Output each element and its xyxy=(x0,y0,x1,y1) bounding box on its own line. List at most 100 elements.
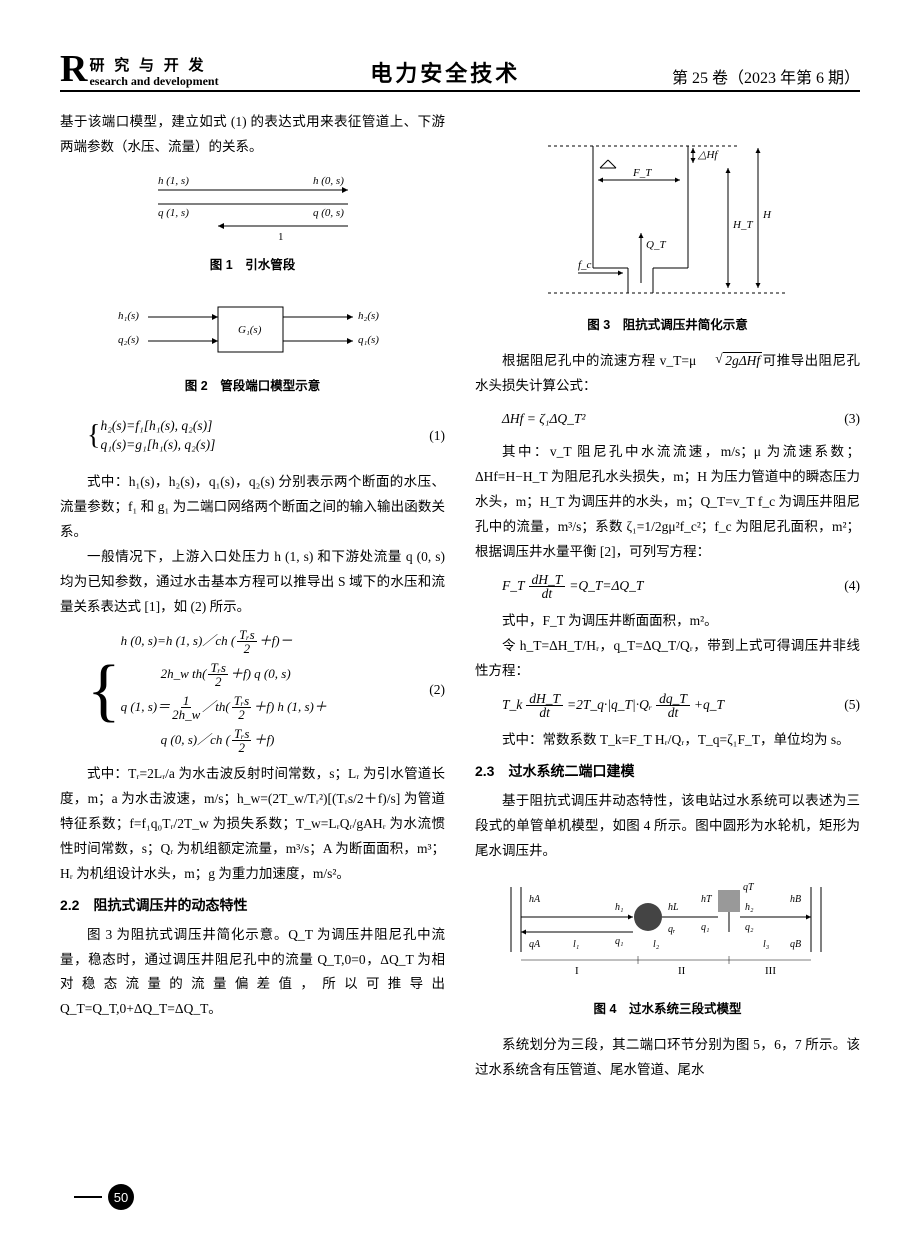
eq1-num: (1) xyxy=(429,424,445,449)
eq3-num: (3) xyxy=(844,407,860,432)
fig3-ht: H_T xyxy=(732,219,753,231)
para-l3: 一般情况下，上游入口处压力 h (1, s) 和下游处流量 q (0, s) 均… xyxy=(60,545,445,620)
sqrt-in: 2gΔHf xyxy=(723,352,762,368)
figure-4: hA qA h₁ q₁ hL qᵣ hT q₁ qT h₂ q₂ hB qB l… xyxy=(493,872,843,992)
eq5-f2d: dt xyxy=(668,706,679,720)
f4-q1b: q₁ xyxy=(701,922,709,933)
eq4-fn: dH_T xyxy=(529,573,566,588)
eq2-fd: 2 xyxy=(244,642,251,655)
f4-hL: hL xyxy=(668,902,679,913)
section-2-2: 2.2 阻抗式调压井的动态特性 xyxy=(60,893,445,919)
eq2-l3b: ／th( xyxy=(202,695,229,719)
header-big-r: R xyxy=(60,50,87,88)
eq5-f1d: dt xyxy=(539,706,550,720)
eq1-a: h₂(s)=f₁[h₁(s), q₂(s)] xyxy=(100,417,215,436)
p1a: 根据阻尼孔中的流速方程 v_T=μ xyxy=(502,353,696,368)
f4-q1: q₁ xyxy=(615,936,623,947)
fig2-caption: 图 2 管段端口模型示意 xyxy=(60,375,445,398)
f4-h2: h₂ xyxy=(745,902,754,913)
fig1-caption: 图 1 引水管段 xyxy=(60,254,445,277)
eq2-l3c: ＋f) h (1, s)＋ xyxy=(253,695,327,719)
eq2-fn4: Tᵣs xyxy=(232,694,252,708)
content-columns: 基于该端口模型，建立如式 (1) 的表达式用来表征管道上、下游两端参数（水压、流… xyxy=(60,110,860,1083)
eq5-num: (5) xyxy=(844,693,860,718)
fig1-tr: h (0, s) xyxy=(313,175,344,187)
fig1-mid: 1 xyxy=(278,231,284,243)
equation-1: { h₂(s)=f₁[h₁(s), q₂(s)] q₁(s)=g₁[h₁(s),… xyxy=(60,410,445,462)
eq2-l2b: ＋f) q (0, s) xyxy=(230,662,291,686)
eq2-num: (2) xyxy=(429,678,445,703)
f4-qT: qT xyxy=(743,882,755,893)
para-l5: 图 3 为阻抗式调压井简化示意。Q_T 为调压井阻尼孔中流量，稳态时，通过调压井… xyxy=(60,923,445,1023)
figure-2: G₁(s) h₁(s) q₂(s) h₂(s) q₁(s) xyxy=(108,289,398,369)
equation-5: T_k dH_T dt =2T_q·|q_T|·Qᵣ dq_T dt +q_T … xyxy=(475,692,860,720)
fig1-tl: h (1, s) xyxy=(158,175,189,187)
para-r4: 令 h_T=ΔH_T/Hᵣ，q_T=ΔQ_T/Qᵣ，带到上式可得调压井非线性方程… xyxy=(475,634,860,684)
equation-4: F_T dH_T dt =Q_T=ΔQ_T (4) xyxy=(475,573,860,601)
eq2-fn2: Tᵣs xyxy=(208,661,228,675)
eq2-fn3: 1 xyxy=(181,694,192,708)
issue-info: 第 25 卷（2023 年第 6 期） xyxy=(672,64,860,88)
fig3-caption: 图 3 阻抗式调压井简化示意 xyxy=(475,314,860,337)
page-footer: 50 xyxy=(74,1184,134,1210)
eq1-b: q₁(s)=g₁[h₁(s), q₂(s)] xyxy=(100,436,215,455)
eq2-l3a: q (1, s)＝ xyxy=(121,695,170,719)
fig1-br: q (0, s) xyxy=(313,207,344,219)
eq5-f2n: dq_T xyxy=(656,692,690,707)
eq2-fn: Tᵣs xyxy=(237,628,257,642)
para-r2: 其中：v_T 阻尼孔中水流流速，m/s；μ 为流速系数；ΔHf=H−H_T 为阻… xyxy=(475,440,860,565)
equation-3: ΔHf = ζ₁ΔQ_T² (3) xyxy=(475,407,860,432)
para-l1: 基于该端口模型，建立如式 (1) 的表达式用来表征管道上、下游两端参数（水压、流… xyxy=(60,110,445,160)
eq2-fd3: 2h_w xyxy=(172,708,200,721)
f4-I: I xyxy=(575,965,579,977)
fig1-bl: q (1, s) xyxy=(158,207,189,219)
para-l4: 式中：Tᵣ=2Lᵣ/a 为水击波反射时间常数，s；Lᵣ 为引水管道长度，m；a … xyxy=(60,762,445,887)
f4-hA: hA xyxy=(529,894,541,905)
eq5-tail: +q_T xyxy=(694,693,724,718)
eq2-l1a: h (0, s)=h (1, s)／ch ( xyxy=(121,629,236,653)
f4-hT: hT xyxy=(701,894,713,905)
f4-qA: qA xyxy=(529,939,541,950)
para-l2: 式中：h₁(s)，h₂(s)，q₁(s)，q₂(s) 分别表示两个断面的水压、流… xyxy=(60,470,445,545)
eq4-num: (4) xyxy=(844,574,860,599)
header-section-cn: 研 究 与 开 发 xyxy=(89,58,218,75)
para-r5: 式中：常数系数 T_k=F_T Hᵣ/Qᵣ，T_q=ζ₁F_T，单位均为 s。 xyxy=(475,728,860,753)
fig3-qt: Q_T xyxy=(646,239,666,251)
fig3-h: H xyxy=(762,209,772,221)
eq2-fd2: 2 xyxy=(215,675,222,688)
equation-2: { h (0, s)=h (1, s)／ch ( Tᵣs 2 ＋f)－ 2h_w… xyxy=(60,628,445,754)
eq5-mid: =2T_q·|q_T|·Qᵣ xyxy=(567,693,652,718)
f4-II: II xyxy=(678,965,686,977)
fig3-ft: F_T xyxy=(632,167,652,179)
eq2-l4a: q (0, s)／ch ( xyxy=(161,728,230,752)
f4-qr: qᵣ xyxy=(668,924,676,935)
eq2-l2a: 2h_w th( xyxy=(161,662,207,686)
figure-3: F_T △Hf H_T H Q_T f_c xyxy=(538,118,798,308)
fig2-tr: h₂(s) xyxy=(358,310,379,322)
eq2-fd4: 2 xyxy=(238,708,245,721)
left-column: 基于该端口模型，建立如式 (1) 的表达式用来表征管道上、下游两端参数（水压、流… xyxy=(60,110,445,1083)
f4-l3: l₃ xyxy=(763,939,770,950)
fig3-fc: f_c xyxy=(578,259,592,271)
eq5-f1n: dH_T xyxy=(526,692,563,707)
eq4-fd: dt xyxy=(542,587,553,601)
page-header: R 研 究 与 开 发 esearch and development 电力安全… xyxy=(60,50,860,92)
eq4-r: =Q_T=ΔQ_T xyxy=(569,574,643,599)
f4-l1: l₁ xyxy=(573,939,579,950)
fig2-box: G₁(s) xyxy=(238,324,262,336)
f4-hB: hB xyxy=(790,894,801,905)
para-r7: 系统划分为三段，其二端口环节分别为图 5，6，7 所示。该过水系统含有压管道、尾… xyxy=(475,1033,860,1083)
eq5-a: T_k xyxy=(502,693,522,718)
figure-1: h (1, s) h (0, s) q (1, s) q (0, s) 1 xyxy=(118,168,388,248)
f4-III: III xyxy=(765,965,776,977)
para-r6: 基于阻抗式调压井动态特性，该电站过水系统可以表述为三段式的单管单机模型，如图 4… xyxy=(475,789,860,864)
para-r3: 式中，F_T 为调压井断面面积，m²。 xyxy=(475,609,860,634)
f4-l2: l₂ xyxy=(653,939,660,950)
eq2-fn5: Tᵣs xyxy=(232,727,252,741)
eq2-l1b: ＋f)－ xyxy=(259,629,293,653)
fig4-caption: 图 4 过水系统三段式模型 xyxy=(475,998,860,1021)
journal-title: 电力安全技术 xyxy=(370,56,520,88)
f4-h1: h₁ xyxy=(615,902,623,913)
f4-q2: q₂ xyxy=(745,922,754,933)
section-2-3: 2.3 过水系统二端口建模 xyxy=(475,759,860,785)
